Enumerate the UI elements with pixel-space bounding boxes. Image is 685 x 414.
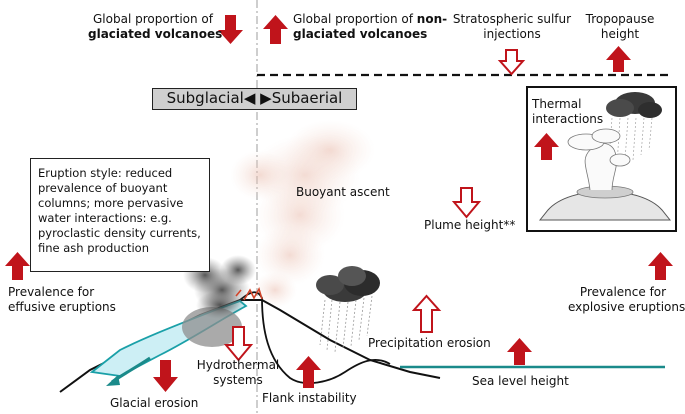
eruption-style-box: Eruption style: reduced prevalence of bu… bbox=[30, 158, 210, 272]
sea-level-up-arrow bbox=[507, 338, 532, 365]
mode-left-label: Subglacial bbox=[166, 89, 244, 107]
nonglaciated-up-arrow bbox=[263, 15, 288, 44]
effusive-eruptions-label: Prevalence for effusive eruptions bbox=[8, 285, 116, 314]
precipitation-erosion-label: Precipitation erosion bbox=[368, 336, 491, 350]
buoyant-ascent-label: Buoyant ascent bbox=[296, 185, 390, 199]
sea-level-height-label: Sea level height bbox=[472, 374, 569, 388]
eruption-style-text: Eruption style: reduced prevalence of bu… bbox=[38, 166, 201, 255]
sulfur-down-outline-arrow bbox=[497, 49, 526, 76]
glaciated-down-arrow bbox=[218, 15, 243, 44]
thermal-interactions-label: Thermal interactions bbox=[532, 97, 604, 126]
plume-height-label: Plume height** bbox=[424, 218, 516, 232]
precipitation-up-outline-arrow bbox=[411, 294, 442, 333]
mode-right-label: Subaerial bbox=[271, 89, 343, 107]
effusive-up-arrow bbox=[5, 252, 30, 280]
rain-cloud bbox=[316, 266, 380, 353]
flank-instability-label: Flank instability bbox=[262, 391, 357, 405]
volcano-landscape bbox=[59, 291, 665, 393]
buoyant-plume bbox=[230, 120, 375, 308]
stratospheric-sulfur-label: Stratospheric sulfur injections bbox=[452, 12, 572, 41]
glaciated-volcanoes-label: Global proportion of glaciated volcanoes bbox=[88, 12, 223, 41]
glacial-erosion-label: Glacial erosion bbox=[110, 396, 199, 410]
glacial-erosion-down-arrow bbox=[153, 360, 178, 392]
thermal-up-arrow bbox=[534, 133, 559, 160]
hydrothermal-down-outline-arrow bbox=[223, 326, 254, 362]
tropopause-height-label: Tropopause height bbox=[585, 12, 655, 41]
explosive-eruptions-label: Prevalence for explosive eruptions bbox=[568, 285, 685, 314]
nonglaciated-volcanoes-label: Global proportion of non- glaciated volc… bbox=[293, 12, 448, 41]
ash-smoke bbox=[183, 255, 256, 319]
thermal-interactions-inset bbox=[526, 86, 677, 232]
plume-down-outline-arrow bbox=[451, 187, 482, 219]
flank-up-arrow bbox=[296, 356, 321, 388]
mode-arrows-icon: ◀ ▶ bbox=[243, 89, 272, 107]
vent-glow bbox=[235, 286, 263, 301]
tropopause-up-arrow bbox=[606, 46, 631, 72]
subglacial-subaerial-box: Subglacial◀ ▶Subaerial bbox=[152, 88, 357, 110]
inset-thermal-illustration bbox=[538, 92, 672, 221]
explosive-up-arrow bbox=[648, 252, 673, 280]
hydrothermal-systems-label: Hydrothermal systems bbox=[196, 358, 280, 387]
